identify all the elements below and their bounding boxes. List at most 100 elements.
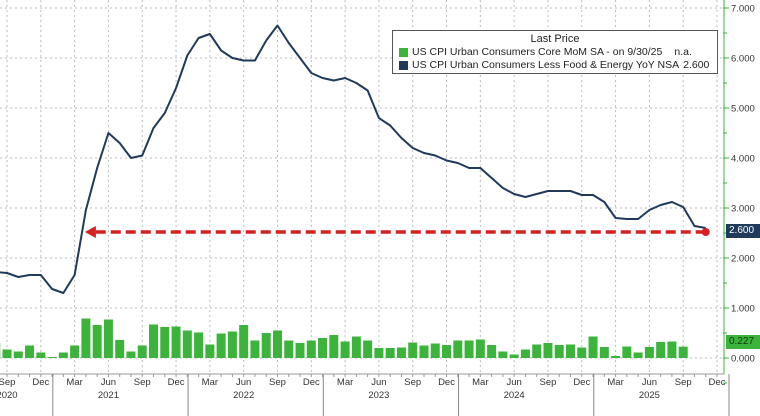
bar	[532, 344, 542, 358]
bar	[577, 347, 587, 358]
bar	[160, 327, 170, 358]
bar	[442, 345, 452, 358]
arrowhead-icon	[84, 226, 96, 238]
x-tick-label: Mar	[472, 377, 488, 388]
x-year-label: 2021	[98, 390, 119, 401]
last-value-badge-mom: 0.227	[726, 335, 760, 349]
bar	[205, 344, 215, 358]
x-tick-label: Jun	[642, 377, 657, 388]
bar	[227, 331, 237, 358]
last-value-badge-yoy: 2.600	[726, 224, 760, 238]
bar	[182, 330, 192, 358]
x-tick-label: Dec	[709, 377, 726, 388]
bar	[126, 351, 136, 358]
bar	[475, 339, 485, 358]
y-axis: 7.000 6.000 5.000 4.000 3.000 2.000 1.000 0.000	[723, 0, 755, 384]
bar	[667, 341, 677, 358]
y-tick-label: 5.000	[731, 104, 755, 115]
bar	[430, 343, 440, 358]
bar	[216, 333, 226, 358]
y-tick-label: 7.000	[731, 4, 755, 15]
bar	[70, 345, 80, 358]
gridlines	[0, 0, 724, 374]
bar	[363, 340, 373, 358]
bar	[374, 348, 384, 358]
bar	[656, 342, 666, 358]
bar	[464, 340, 474, 358]
bar	[487, 345, 497, 358]
bar	[318, 338, 328, 358]
bar-series-core-mom	[0, 318, 688, 358]
bar	[13, 351, 23, 358]
y-tick-label: 4.000	[731, 154, 755, 165]
x-tick-label: Sep	[0, 377, 15, 388]
bar	[588, 336, 598, 358]
bar	[81, 318, 91, 358]
x-tick-label: Jun	[506, 377, 521, 388]
x-tick-label: Mar	[66, 377, 82, 388]
bar	[611, 356, 621, 358]
x-tick-label: Sep	[134, 377, 151, 388]
bar	[408, 342, 418, 358]
bar	[554, 345, 564, 358]
bar	[329, 335, 339, 358]
bar	[171, 326, 181, 358]
bar	[92, 325, 102, 358]
y-tick-label: 6.000	[731, 54, 755, 65]
y-tick-label: 1.000	[731, 304, 755, 315]
bar	[340, 341, 350, 358]
x-tick-label: Dec	[303, 377, 320, 388]
bar	[250, 340, 260, 358]
annotation-dot	[701, 228, 710, 236]
legend-title: Last Price	[530, 33, 580, 45]
x-tick-label: Sep	[540, 377, 557, 388]
bar	[194, 332, 204, 358]
bar	[47, 357, 57, 358]
bar	[103, 319, 113, 358]
bar	[644, 347, 654, 358]
bar	[2, 349, 12, 358]
line-series-core-yoy	[0, 24, 706, 294]
bar	[36, 352, 46, 358]
line-path	[0, 24, 706, 294]
x-year-label: 2020	[0, 390, 18, 401]
bar	[453, 340, 463, 358]
bar	[498, 351, 508, 358]
legend: Last Price US CPI Urban Consumers Core M…	[392, 30, 718, 74]
x-tick-label: Mar	[337, 377, 353, 388]
bar	[678, 346, 688, 358]
bar	[599, 347, 609, 358]
legend-entry-core-mom: US CPI Urban Consumers Core MoM SA - on …	[399, 46, 711, 59]
bar	[58, 352, 68, 358]
x-year-label: 2025	[639, 390, 660, 401]
annotation-arrow	[84, 226, 710, 238]
bar	[633, 352, 643, 358]
x-tick-label: Dec	[573, 377, 590, 388]
x-year-label: 2022	[233, 390, 254, 401]
y-tick-label: 3.000	[731, 204, 755, 215]
bar	[351, 336, 361, 358]
bar	[509, 354, 519, 358]
x-tick-label: Jun	[371, 377, 386, 388]
x-tick-label: Dec	[32, 377, 49, 388]
bar	[149, 324, 159, 358]
x-tick-label: Mar	[607, 377, 623, 388]
x-year-label: 2024	[504, 390, 525, 401]
x-tick-label: Dec	[438, 377, 455, 388]
bar	[295, 343, 305, 358]
x-tick-label: Jun	[236, 377, 251, 388]
bar	[306, 340, 316, 358]
bar	[137, 345, 147, 358]
bar	[396, 347, 406, 358]
x-tick-label: Sep	[675, 377, 692, 388]
x-year-label: 2023	[368, 390, 389, 401]
y-tick-label: 2.000	[731, 254, 755, 265]
bar	[284, 340, 294, 358]
x-tick-label: Sep	[269, 377, 286, 388]
legend-swatch	[399, 48, 408, 57]
bar	[115, 340, 125, 358]
legend-entry-core-yoy: US CPI Urban Consumers Less Food & Energ…	[399, 59, 711, 72]
bar	[25, 345, 35, 358]
bar	[566, 344, 575, 358]
legend-swatch	[399, 61, 408, 70]
